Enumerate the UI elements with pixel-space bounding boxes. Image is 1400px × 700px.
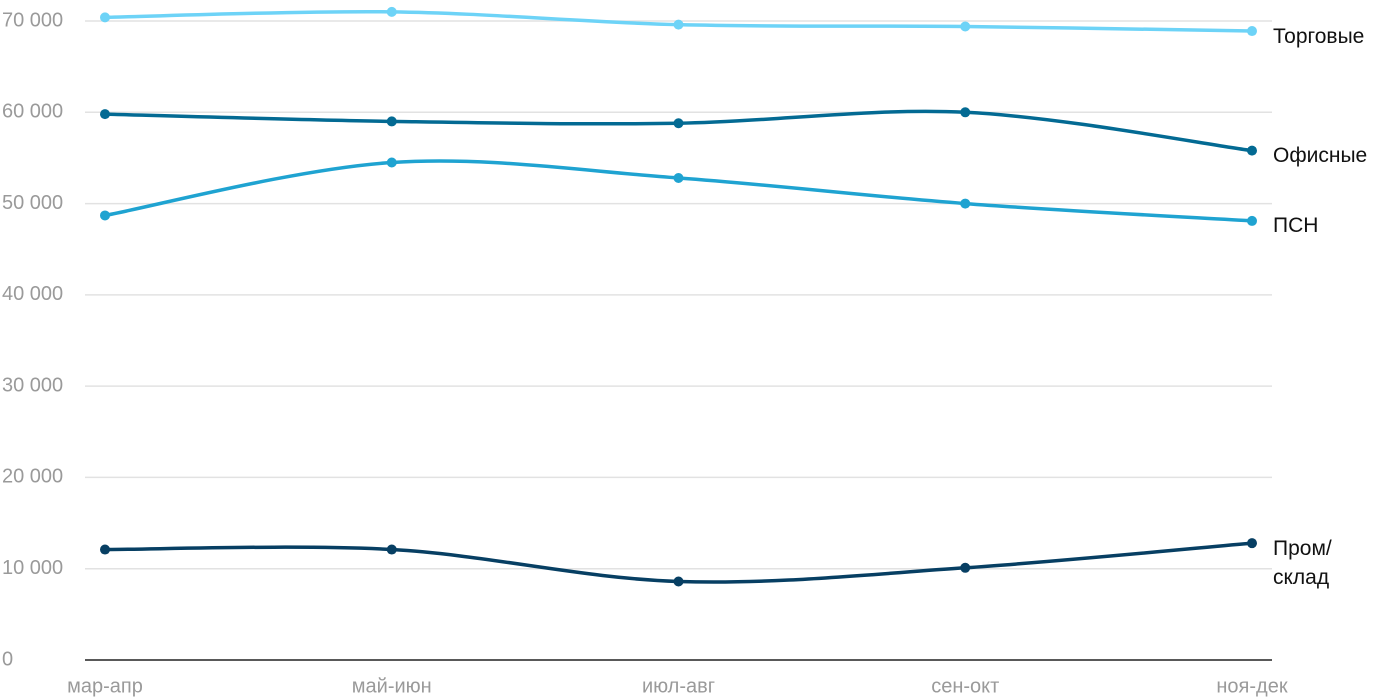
- series-line: [104, 541, 1253, 584]
- point: [1247, 26, 1257, 37]
- x-tick-label: июл-авг: [642, 675, 715, 697]
- y-tick-label: 70 000: [2, 9, 63, 31]
- point: [386, 6, 397, 17]
- series-line: [104, 159, 1253, 223]
- point: [1247, 145, 1257, 156]
- point: [960, 562, 971, 573]
- x-tick-label: сен-окт: [931, 675, 999, 697]
- point: [673, 118, 684, 129]
- point: [960, 107, 971, 118]
- x-tick-label: май-июн: [352, 675, 432, 697]
- point: [100, 109, 110, 120]
- point: [100, 544, 110, 555]
- y-tick-label: 60 000: [2, 101, 63, 123]
- point: [386, 157, 397, 168]
- point: [386, 116, 397, 127]
- point: [100, 210, 110, 221]
- y-tick-label: 50 000: [2, 192, 63, 214]
- series-line: [104, 109, 1253, 153]
- point: [1247, 538, 1257, 549]
- y-tick-label: 10 000: [2, 557, 63, 579]
- y-tick-label: 20 000: [2, 466, 63, 488]
- series-label: Пром/ склад: [1273, 536, 1332, 589]
- series-label: Офисные: [1273, 144, 1368, 168]
- point: [960, 21, 971, 32]
- x-tick-label: ноя-дек: [1216, 675, 1287, 697]
- point: [960, 198, 971, 209]
- y-tick-label: 30 000: [2, 374, 63, 396]
- point: [100, 12, 110, 23]
- series-label: ПСН: [1273, 214, 1319, 238]
- series-label: Торговые: [1273, 24, 1365, 48]
- point: [673, 19, 684, 30]
- point: [1247, 215, 1257, 226]
- point: [673, 576, 684, 587]
- x-tick-label: мар-апр: [67, 675, 143, 697]
- point: [386, 544, 397, 555]
- y-tick-label: 0: [2, 648, 13, 670]
- y-tick-label: 40 000: [2, 283, 63, 305]
- point: [673, 173, 684, 184]
